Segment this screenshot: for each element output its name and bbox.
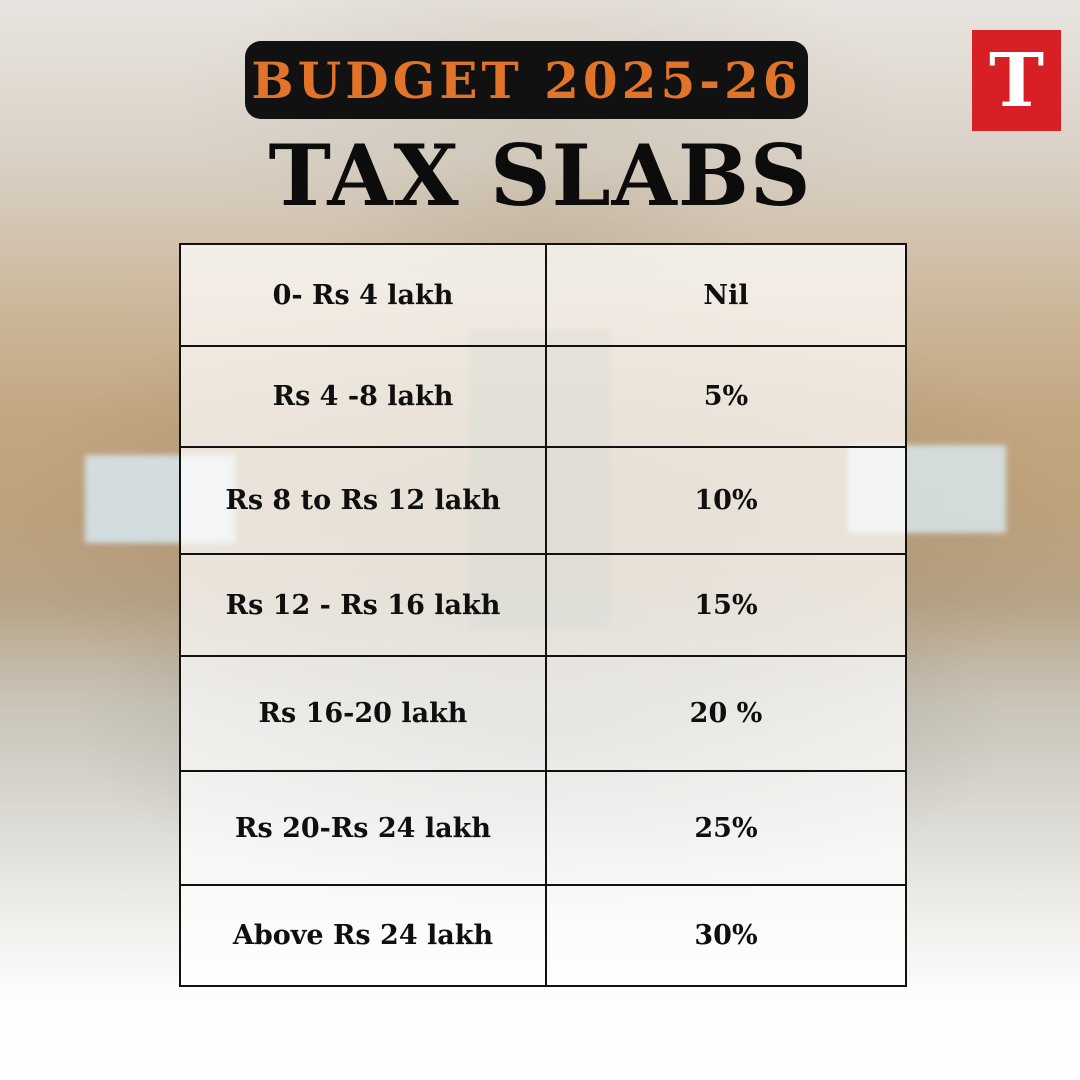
table-row: 0- Rs 4 lakh Nil xyxy=(179,243,907,347)
slab-range: Rs 20-Rs 24 lakh xyxy=(179,770,547,886)
table-row: Rs 4 -8 lakh 5% xyxy=(179,345,907,448)
table-row: Rs 12 - Rs 16 lakh 15% xyxy=(179,553,907,657)
brand-logo: T xyxy=(972,30,1061,131)
slab-range: 0- Rs 4 lakh xyxy=(179,243,547,347)
slab-rate: 5% xyxy=(545,345,907,448)
budget-year-badge: BUDGET 2025-26 xyxy=(245,41,808,119)
slab-rate: 30% xyxy=(545,884,907,987)
slab-rate: 15% xyxy=(545,553,907,657)
slab-range: Rs 16-20 lakh xyxy=(179,655,547,772)
table-row: Rs 20-Rs 24 lakh 25% xyxy=(179,770,907,886)
slab-rate: Nil xyxy=(545,243,907,347)
brand-logo-letter: T xyxy=(988,37,1045,124)
table-row: Rs 8 to Rs 12 lakh 10% xyxy=(179,446,907,555)
slab-rate: 25% xyxy=(545,770,907,886)
slab-range: Above Rs 24 lakh xyxy=(179,884,547,987)
table-row: Above Rs 24 lakh 30% xyxy=(179,884,907,987)
slab-rate: 10% xyxy=(545,446,907,555)
slab-range: Rs 4 -8 lakh xyxy=(179,345,547,448)
budget-year-label: BUDGET 2025-26 xyxy=(251,50,802,110)
slab-range: Rs 8 to Rs 12 lakh xyxy=(179,446,547,555)
slab-rate: 20 % xyxy=(545,655,907,772)
slab-range: Rs 12 - Rs 16 lakh xyxy=(179,553,547,657)
tax-slab-table: 0- Rs 4 lakh Nil Rs 4 -8 lakh 5% Rs 8 to… xyxy=(179,243,907,987)
table-row: Rs 16-20 lakh 20 % xyxy=(179,655,907,772)
page-title: TAX SLABS xyxy=(268,126,812,225)
